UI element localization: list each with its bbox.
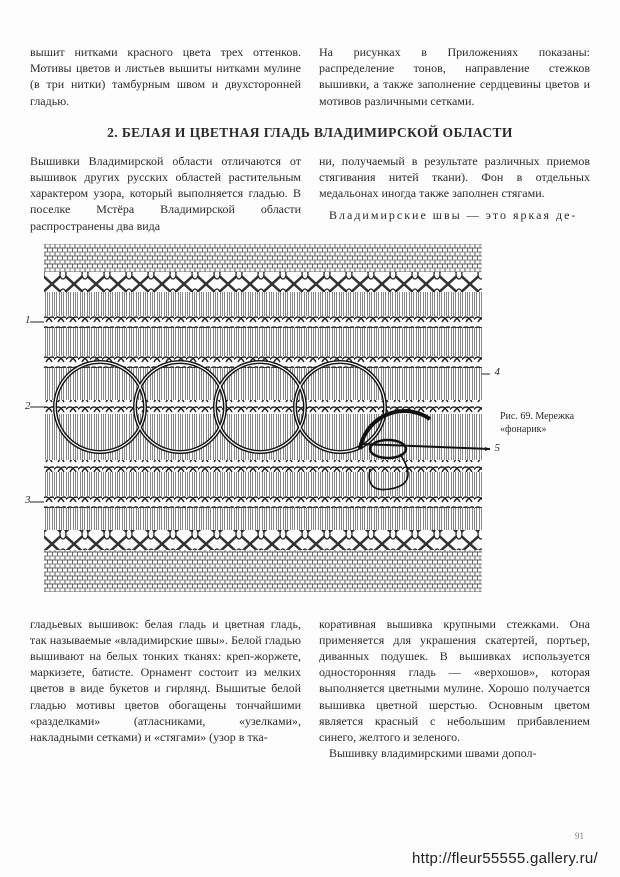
- page-number: 91: [575, 831, 584, 841]
- caption-line-1: Рис. 69. Мережка: [500, 411, 574, 422]
- figure-69: 1 2 3 4 5: [30, 244, 490, 602]
- caption-line-2: «фонарик»: [500, 424, 546, 435]
- lower-right-p1: коративная вышивка крупными стежками. Он…: [319, 617, 590, 744]
- intro-columns: вышит нитками красного цвета трех оттенк…: [30, 44, 590, 109]
- watermark-url: http://fleur55555.gallery.ru/: [412, 850, 598, 867]
- label-4: 4: [495, 366, 501, 378]
- label-2: 2: [25, 400, 31, 412]
- upper-right-p2: Владимирские швы — это яркая де-: [319, 207, 577, 223]
- label-5: 5: [495, 442, 501, 454]
- lower-columns: гладьевых вышивок: белая гладь и цветная…: [30, 616, 590, 762]
- upper-right-p1: ни, получаемый в результате различных пр…: [319, 154, 590, 200]
- label-1: 1: [25, 314, 31, 326]
- upper-columns: Вышивки Владимирской области отличаются …: [30, 153, 590, 234]
- figure-row: 1 2 3 4 5 Рис. 69. Мережка «фонарик»: [30, 244, 590, 602]
- figure-caption: Рис. 69. Мережка «фонарик»: [500, 410, 590, 436]
- lower-col-right: коративная вышивка крупными стежками. Он…: [319, 616, 590, 762]
- lower-col-left: гладьевых вышивок: белая гладь и цветная…: [30, 616, 301, 762]
- page: вышит нитками красного цвета трех оттенк…: [0, 0, 620, 877]
- intro-col-left: вышит нитками красного цвета трех оттенк…: [30, 44, 301, 109]
- intro-col-right: На рисунках в Приложениях показаны: расп…: [319, 44, 590, 109]
- upper-col-right: ни, получаемый в результате различных пр…: [319, 153, 590, 234]
- lower-right-p2: Вышивку владимирскими швами допол-: [319, 745, 536, 761]
- section-heading: 2. БЕЛАЯ И ЦВЕТНАЯ ГЛАДЬ ВЛАДИМИРСКОЙ ОБ…: [30, 125, 590, 141]
- upper-col-left: Вышивки Владимирской области отличаются …: [30, 153, 301, 234]
- label-3: 3: [25, 494, 31, 506]
- merezka-diagram: [30, 244, 490, 602]
- lower-left-p2: Белой гладью вышивают на белых тонких тк…: [30, 633, 301, 744]
